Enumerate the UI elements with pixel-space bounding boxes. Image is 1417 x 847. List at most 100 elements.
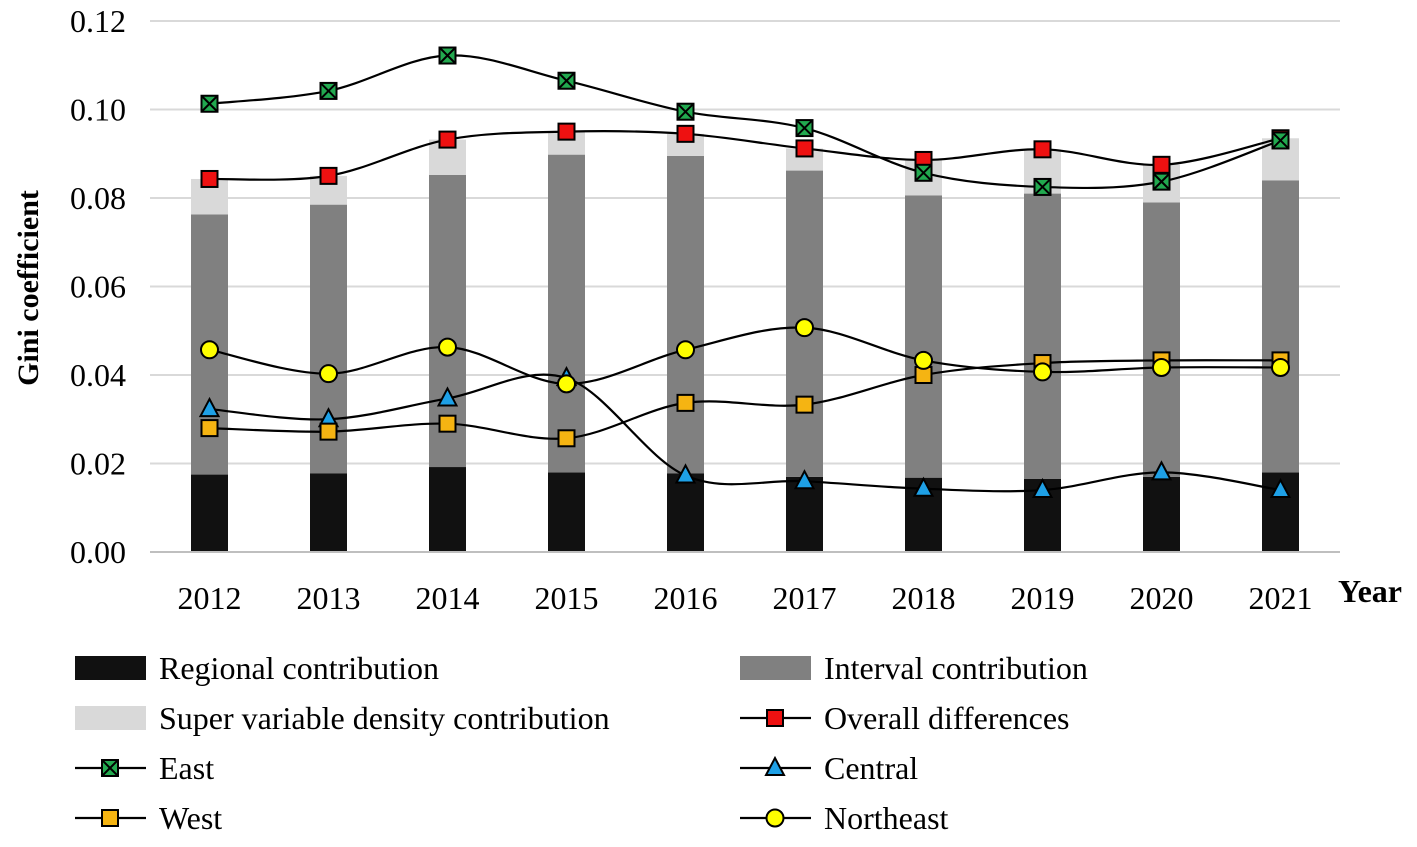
x-axis-ticks: 2012 2013 2014 2015 2016 2017 2018 2019 2020 2021 bbox=[178, 580, 1313, 616]
bar-interval-contribution-2021 bbox=[1262, 180, 1299, 473]
series-east bbox=[200, 46, 1290, 196]
point-northeast-2017 bbox=[795, 318, 814, 338]
point-northeast-2014 bbox=[438, 337, 457, 357]
legend: Regional contribution Interval contributi… bbox=[75, 650, 1088, 836]
series-line-northeast bbox=[209, 326, 1281, 385]
point-east-2016 bbox=[676, 102, 695, 121]
legend-label: Super variable density contribution bbox=[159, 700, 610, 736]
point-west-2015 bbox=[557, 429, 576, 448]
point-east-2015-cross bbox=[557, 72, 576, 90]
y-tick-label: 0.02 bbox=[70, 446, 126, 482]
point-west-2012 bbox=[200, 419, 219, 438]
series-northeast bbox=[200, 318, 1290, 394]
legend-item-super-variable-density-contribution: Super variable density contribution bbox=[75, 700, 610, 736]
legend-label: Overall differences bbox=[824, 700, 1070, 736]
series-overall-differences bbox=[200, 122, 1290, 188]
bar-super-variable-density-contribution-2016 bbox=[667, 133, 704, 156]
x-tick-label: 2021 bbox=[1249, 580, 1313, 616]
y-axis-ticks: 0.00 0.02 0.04 0.06 0.08 0.10 0.12 bbox=[70, 3, 126, 570]
bar-interval-contribution-2016 bbox=[667, 155, 704, 474]
x-tick-label: 2014 bbox=[416, 580, 480, 616]
legend-label: Central bbox=[824, 750, 918, 786]
point-northeast-2019 bbox=[1033, 362, 1052, 382]
point-overall-differences-2016 bbox=[676, 124, 695, 143]
legend-item-east: East bbox=[75, 750, 214, 786]
point-east-2019-cross bbox=[1033, 178, 1052, 196]
point-east-2019 bbox=[1033, 177, 1052, 196]
point-east-2015 bbox=[557, 71, 576, 90]
point-east-2013-cross bbox=[319, 82, 338, 100]
legend-marker bbox=[765, 808, 785, 828]
x-tick-label: 2019 bbox=[1011, 580, 1075, 616]
series-central bbox=[198, 365, 1292, 499]
x-tick-label: 2018 bbox=[892, 580, 956, 616]
series-line-west bbox=[209, 359, 1281, 440]
point-west-2013 bbox=[319, 422, 338, 441]
bar-regional-contribution-2020 bbox=[1143, 476, 1180, 552]
point-central-2016 bbox=[674, 463, 697, 484]
point-overall-differences-2012 bbox=[200, 169, 219, 188]
y-tick-label: 0.10 bbox=[70, 92, 126, 128]
legend-swatch bbox=[75, 706, 146, 730]
point-northeast-2021 bbox=[1271, 357, 1290, 377]
bar-super-variable-density-contribution-2015 bbox=[548, 131, 585, 155]
point-overall-differences-2017 bbox=[795, 139, 814, 158]
legend-label: West bbox=[159, 800, 222, 836]
legend-marker bbox=[101, 759, 119, 777]
x-tick-label: 2016 bbox=[654, 580, 718, 616]
x-tick-label: 2013 bbox=[297, 580, 361, 616]
legend-swatch bbox=[75, 656, 146, 680]
point-overall-differences-2015 bbox=[557, 122, 576, 141]
y-axis-label: Gini coefficient bbox=[12, 190, 45, 386]
legend-item-northeast: Northeast bbox=[740, 800, 949, 836]
bar-super-variable-density-contribution-2017 bbox=[786, 148, 823, 171]
legend-item-west: West bbox=[75, 800, 222, 836]
point-east-2014-cross bbox=[438, 46, 457, 65]
point-east-2021-cross bbox=[1271, 131, 1290, 150]
point-overall-differences-2020 bbox=[1152, 155, 1171, 174]
point-east-2018 bbox=[914, 163, 933, 182]
legend-item-regional-contribution: Regional contribution bbox=[75, 650, 439, 686]
bar-regional-contribution-2015 bbox=[548, 472, 585, 552]
legend-marker bbox=[764, 755, 786, 776]
x-tick-label: 2020 bbox=[1130, 580, 1194, 616]
y-tick-label: 0.08 bbox=[70, 180, 126, 216]
legend-marker bbox=[766, 709, 784, 727]
point-central-2017 bbox=[793, 469, 816, 490]
point-central-2014 bbox=[436, 386, 459, 407]
gridlines bbox=[150, 20, 1340, 465]
y-tick-label: 0.00 bbox=[70, 534, 126, 570]
bar-interval-contribution-2019 bbox=[1024, 193, 1061, 479]
legend-marker bbox=[101, 809, 119, 827]
point-west-2016 bbox=[676, 393, 695, 412]
point-east-2018-cross bbox=[914, 164, 933, 182]
legend-label: Northeast bbox=[824, 800, 949, 836]
bar-interval-contribution-2018 bbox=[905, 195, 942, 478]
point-east-2012 bbox=[200, 94, 219, 113]
point-northeast-2020 bbox=[1152, 357, 1171, 377]
legend-item-overall-differences: Overall differences bbox=[740, 700, 1070, 736]
series-line-overall-differences bbox=[209, 130, 1281, 181]
point-northeast-2016 bbox=[676, 340, 695, 360]
legend-label: Regional contribution bbox=[159, 650, 439, 686]
point-overall-differences-2019 bbox=[1033, 140, 1052, 159]
point-central-2019 bbox=[1031, 477, 1054, 499]
bar-regional-contribution-2016 bbox=[667, 473, 704, 552]
point-east-2020 bbox=[1152, 172, 1171, 191]
legend-label: East bbox=[159, 750, 214, 786]
point-east-2017 bbox=[795, 119, 814, 138]
bar-regional-contribution-2012 bbox=[191, 474, 228, 552]
point-east-2013 bbox=[319, 81, 338, 100]
line-series bbox=[198, 46, 1292, 499]
stacked-bars bbox=[191, 131, 1299, 552]
point-northeast-2018 bbox=[914, 350, 933, 370]
x-tick-label: 2017 bbox=[773, 580, 837, 616]
point-east-2021 bbox=[1271, 131, 1290, 150]
point-central-2020 bbox=[1150, 460, 1173, 481]
point-east-2017-cross bbox=[795, 119, 814, 137]
y-tick-label: 0.04 bbox=[70, 357, 126, 393]
bar-interval-contribution-2020 bbox=[1143, 202, 1180, 477]
point-northeast-2015 bbox=[557, 374, 576, 394]
y-tick-label: 0.06 bbox=[70, 269, 126, 305]
